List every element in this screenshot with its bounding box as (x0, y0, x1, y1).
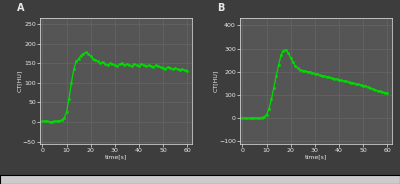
Y-axis label: CT[HU]: CT[HU] (212, 70, 218, 92)
Y-axis label: CT[HU]: CT[HU] (16, 70, 22, 92)
X-axis label: time[s]: time[s] (305, 154, 327, 159)
X-axis label: time[s]: time[s] (105, 154, 127, 159)
Text: A: A (17, 3, 25, 13)
Text: B: B (217, 3, 224, 13)
